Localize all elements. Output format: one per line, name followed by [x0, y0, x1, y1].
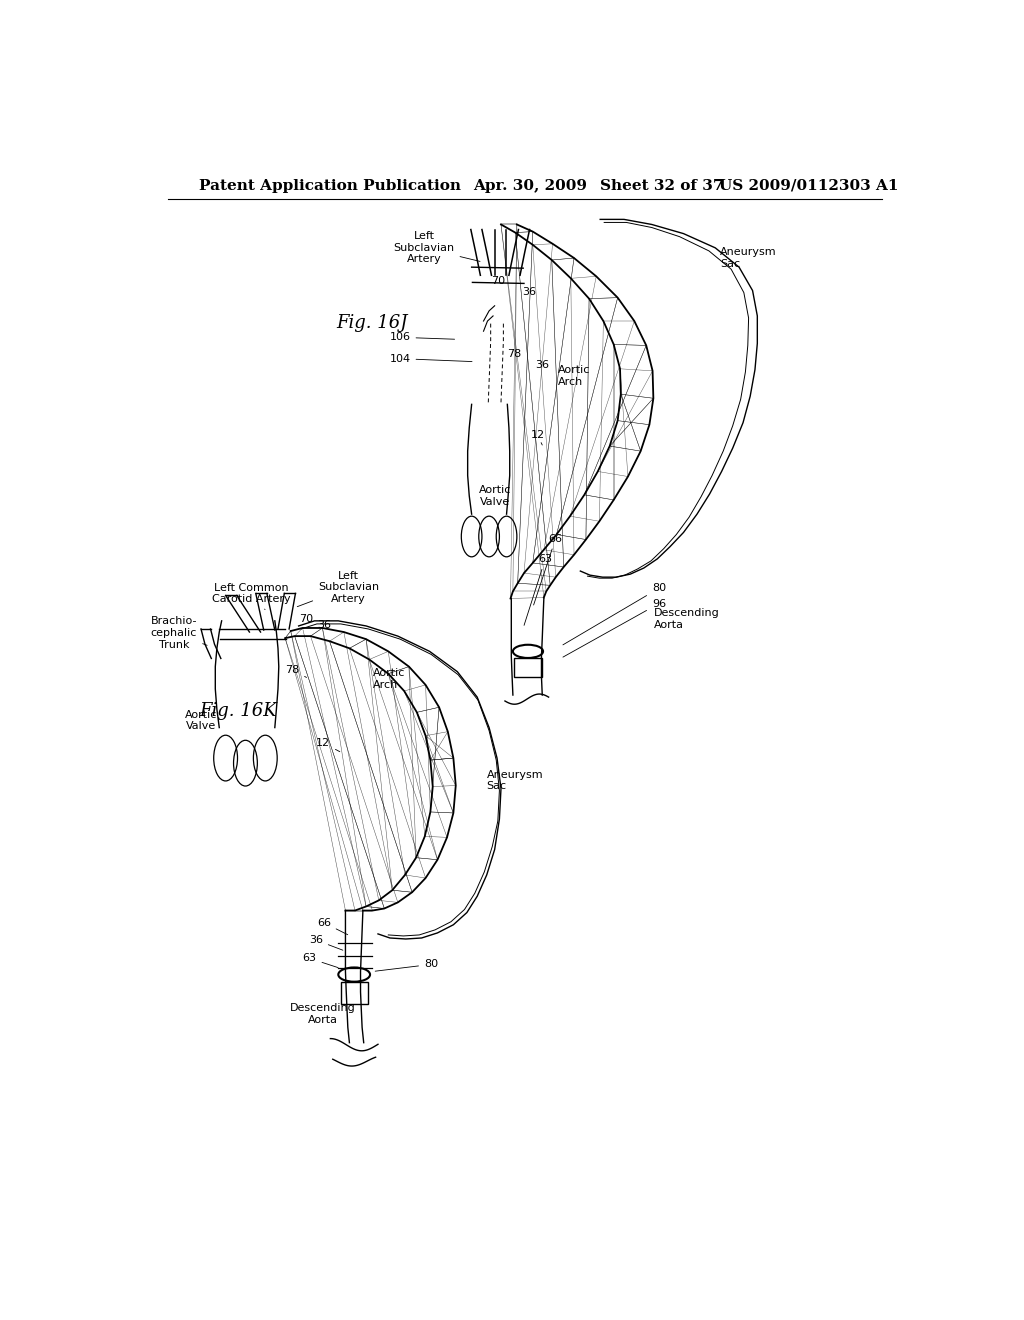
Text: 36: 36: [536, 360, 549, 370]
Text: 36: 36: [522, 286, 537, 297]
Text: 70: 70: [492, 276, 506, 286]
Text: 63: 63: [524, 554, 552, 626]
Text: 12: 12: [316, 738, 340, 751]
Text: 66: 66: [316, 917, 348, 935]
Text: 36: 36: [309, 935, 343, 950]
Text: Aortic
Valve: Aortic Valve: [184, 710, 217, 731]
Text: Aneurysm
Sac: Aneurysm Sac: [486, 770, 544, 791]
Text: Fig. 16K: Fig. 16K: [200, 702, 278, 721]
Text: Left Common
Carotid Artery: Left Common Carotid Artery: [212, 582, 291, 610]
Text: 63: 63: [303, 953, 338, 968]
Text: Left
Subclavian
Artery: Left Subclavian Artery: [393, 231, 480, 264]
Text: Descending
Aorta: Descending Aorta: [654, 609, 720, 630]
Text: 80: 80: [375, 960, 438, 972]
Text: Left
Subclavian
Artery: Left Subclavian Artery: [297, 570, 379, 607]
Text: 96: 96: [563, 598, 666, 657]
Text: Descending
Aorta: Descending Aorta: [290, 1003, 355, 1026]
Text: 78: 78: [507, 348, 521, 359]
Text: Sheet 32 of 37: Sheet 32 of 37: [600, 178, 724, 193]
Text: Aneurysm
Sac: Aneurysm Sac: [720, 247, 776, 269]
Text: 80: 80: [563, 583, 666, 645]
Text: Aortic
Arch: Aortic Arch: [558, 366, 591, 387]
Text: 66: 66: [534, 533, 562, 605]
Text: Brachio-
cephalic
Trunk: Brachio- cephalic Trunk: [151, 616, 207, 649]
Text: Apr. 30, 2009: Apr. 30, 2009: [473, 178, 587, 193]
Bar: [341, 982, 369, 1005]
Text: US 2009/0112303 A1: US 2009/0112303 A1: [719, 178, 899, 193]
Text: 12: 12: [530, 430, 545, 445]
Text: 70: 70: [299, 614, 312, 624]
Text: 36: 36: [316, 620, 331, 630]
Text: Aortic
Arch: Aortic Arch: [373, 668, 404, 689]
Text: 104: 104: [389, 354, 472, 363]
Text: 106: 106: [389, 333, 455, 342]
Text: Aortic
Valve: Aortic Valve: [479, 484, 512, 507]
Bar: [514, 659, 543, 677]
Text: Patent Application Publication: Patent Application Publication: [200, 178, 462, 193]
Text: 78: 78: [285, 665, 306, 677]
Text: Fig. 16J: Fig. 16J: [337, 314, 409, 333]
